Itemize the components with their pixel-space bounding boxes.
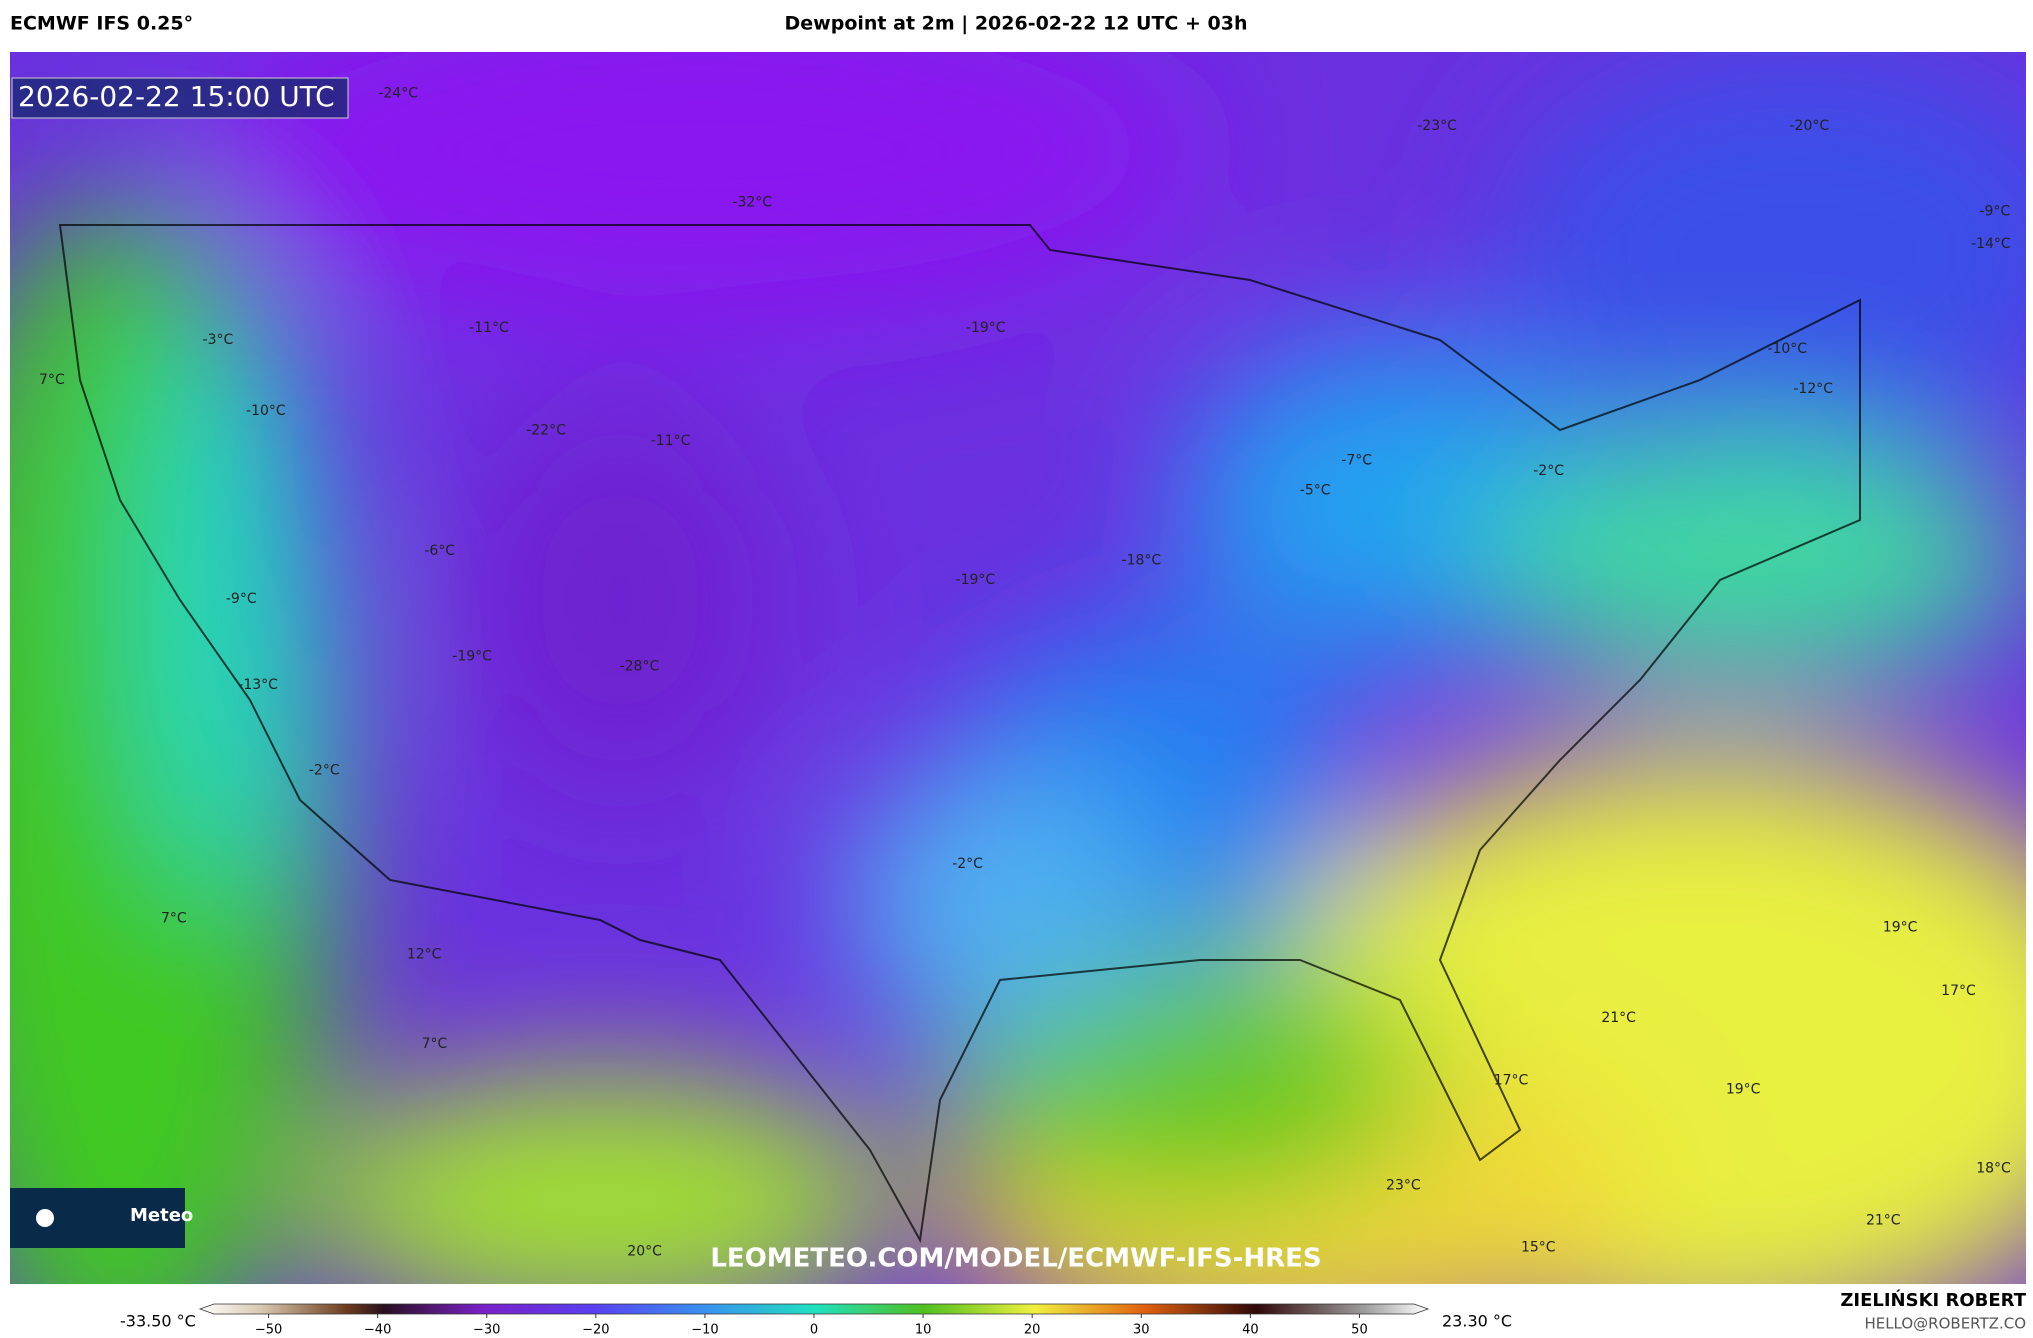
logo-text: Meteo: [130, 1205, 193, 1226]
colorbar-tick-label: 50: [1351, 1323, 1368, 1338]
temp-label: -20°C: [1789, 118, 1829, 134]
temp-label: -32°C: [732, 194, 772, 210]
temp-label: -11°C: [651, 433, 691, 449]
temp-label: 15°C: [1521, 1240, 1556, 1256]
temp-label: -3°C: [203, 332, 234, 348]
temp-label: -18°C: [1122, 552, 1162, 568]
colorbar-max: 23.30 °C: [1442, 1312, 1512, 1331]
temp-label: 17°C: [1941, 983, 1976, 999]
temp-label: -9°C: [1979, 203, 2010, 219]
temp-label: -19°C: [966, 320, 1006, 336]
temp-label: 23°C: [1386, 1177, 1421, 1193]
temp-label: -14°C: [1971, 236, 2011, 252]
temp-label: 7°C: [39, 372, 65, 388]
credit-name: ZIELIŃSKI ROBERT: [1840, 1289, 2026, 1311]
timestamp-box: [11, 77, 349, 119]
temp-label: -5°C: [1300, 482, 1331, 498]
temp-label: -9°C: [226, 591, 257, 607]
temp-label: 18°C: [1976, 1161, 2011, 1177]
colorbar-tick-label: −10: [691, 1323, 718, 1338]
temp-label: -19°C: [452, 648, 492, 664]
credit-email: HELLO@ROBERTZ.CO: [1864, 1315, 2026, 1333]
temp-label: 21°C: [1866, 1212, 1901, 1228]
temp-label: -28°C: [620, 659, 660, 675]
temp-label: 7°C: [161, 910, 187, 926]
timestamp: 2026-02-22 15:00 UTC: [18, 80, 335, 113]
colorbar-tick-label: −20: [582, 1323, 609, 1338]
header-left: ECMWF IFS 0.25°: [10, 13, 193, 35]
logo-sun: [36, 1209, 54, 1227]
temp-label: -13°C: [238, 677, 278, 693]
temp-label: -23°C: [1417, 118, 1457, 134]
temp-label: 20°C: [627, 1244, 662, 1260]
temp-label: -22°C: [526, 423, 566, 439]
temp-label: -12°C: [1793, 381, 1833, 397]
colorbar-tick-label: −40: [364, 1323, 391, 1338]
temp-label: -2°C: [309, 762, 340, 778]
temp-label: -11°C: [469, 320, 509, 336]
header-center: Dewpoint at 2m | 2026-02-22 12 UTC + 03h: [785, 13, 1248, 35]
colorbar-tick-label: 20: [1024, 1323, 1041, 1338]
colorbar-tick-label: 0: [810, 1323, 818, 1338]
temp-label: 12°C: [407, 947, 442, 963]
colorbar-tick-label: 10: [915, 1323, 932, 1338]
temp-label: 21°C: [1601, 1010, 1636, 1026]
temp-label: -2°C: [1533, 463, 1564, 479]
colorbar: [198, 1303, 1430, 1315]
colorbar-tick-label: −30: [473, 1323, 500, 1338]
temp-label: 7°C: [422, 1036, 448, 1052]
temp-label: 17°C: [1494, 1072, 1529, 1088]
temp-label: -19°C: [956, 572, 996, 588]
colorbar-tick-label: −50: [255, 1323, 282, 1338]
colorbar-tick-label: 40: [1242, 1323, 1259, 1338]
temp-label: -7°C: [1341, 452, 1372, 468]
temp-label: -6°C: [424, 543, 455, 559]
colorbar-tick-label: 30: [1133, 1323, 1150, 1338]
temp-label: 19°C: [1883, 919, 1918, 935]
temp-label: -10°C: [246, 403, 286, 419]
colorbar-min: -33.50 °C: [120, 1312, 196, 1331]
temp-label: -24°C: [378, 85, 418, 101]
temp-label: -2°C: [952, 856, 983, 872]
temp-label: 19°C: [1726, 1081, 1761, 1097]
temp-label: -10°C: [1767, 341, 1807, 357]
watermark: LEOMETEO.COM/MODEL/ECMWF-IFS-HRES: [710, 1244, 1321, 1274]
